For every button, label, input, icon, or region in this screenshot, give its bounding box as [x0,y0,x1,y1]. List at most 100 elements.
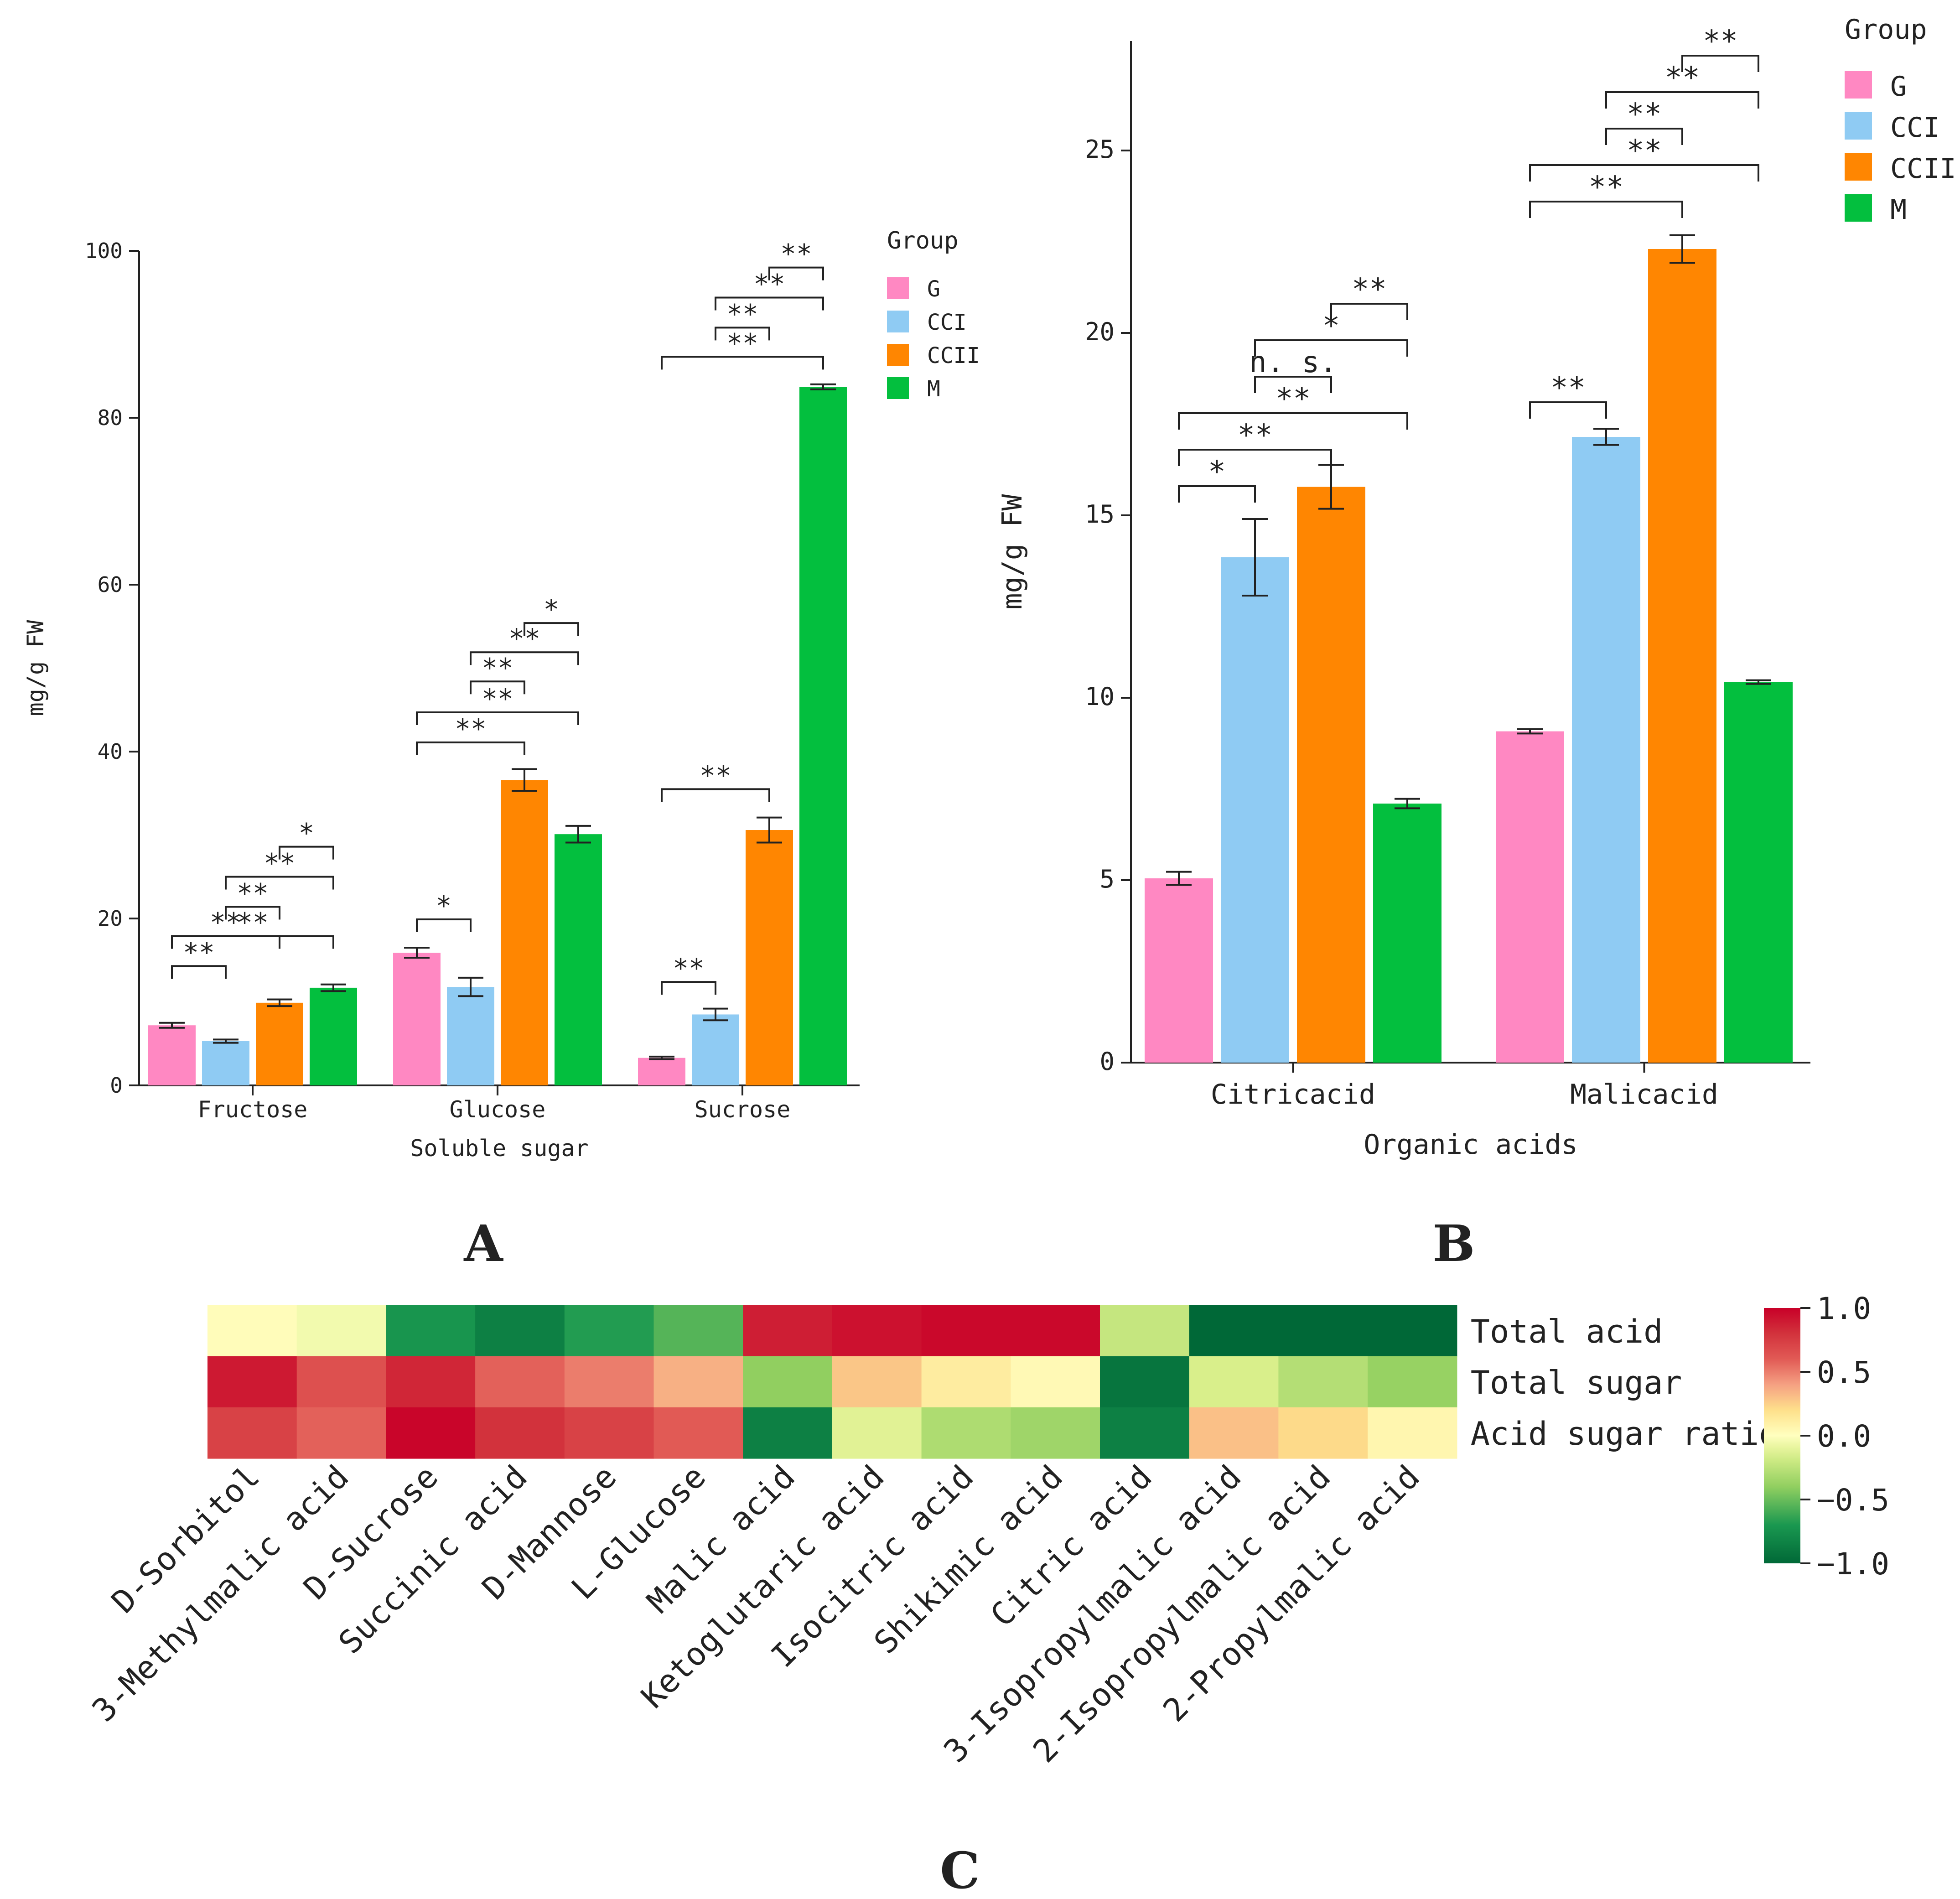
significance-bracket [1529,164,1759,182]
colorbar-tick-label: −0.5 [1817,1483,1889,1518]
heatmap-cell-acid-sugar-ratio-2 [386,1407,476,1459]
legend-swatch-G [1845,71,1872,99]
heatmap-cell-acid-sugar-ratio-7 [832,1407,922,1459]
heatmap-cell-total-acid-12 [1278,1305,1368,1357]
heatmap-cell-acid-sugar-ratio-12 [1278,1407,1368,1459]
y-tick-label: 5 [1099,865,1115,893]
significance-bracket [1178,412,1408,430]
significance-bracket [524,622,579,636]
legend-swatch-G [887,277,909,299]
significance-label: * [544,594,560,625]
significance-label: ** [1627,134,1662,168]
bar-CCI-Malicacid [1572,437,1640,1063]
significance-bracket [1330,303,1408,320]
bar-M-Malicacid [1724,682,1793,1063]
heatmap-cell-total-acid-11 [1189,1305,1279,1357]
significance-label: ** [726,298,758,329]
bar-G-Fructose [148,1025,196,1085]
bar-M-Sucrose [799,387,847,1085]
significance-label: ** [237,877,269,908]
significance-label: ** [780,239,812,270]
heatmap-cell-total-sugar-8 [921,1356,1011,1408]
significance-bracket [171,935,334,949]
legend-label-G: G [927,276,940,302]
heatmap-cell-total-acid-2 [386,1305,476,1357]
heatmap-cell-total-acid-3 [475,1305,565,1357]
bar-M-Citricacid [1373,804,1441,1063]
significance-bracket [1605,128,1683,145]
bar-G-Sucrose [638,1058,685,1085]
heatmap-row-label: Acid sugar ratio [1471,1415,1778,1453]
y-tick-label: 20 [1085,317,1115,346]
heatmap-cell-total-sugar-2 [386,1356,476,1408]
heatmap-column-label: Citric acid [983,1458,1159,1634]
bar-CCI-Sucrose [692,1014,739,1085]
bar-CCII-Sucrose [746,830,793,1085]
significance-bracket [279,846,334,860]
significance-bracket [171,965,227,979]
heatmap-cell-acid-sugar-ratio-5 [653,1407,743,1459]
heatmap-row-label: Total acid [1471,1313,1663,1350]
significance-label: ** [455,713,487,744]
significance-label: ** [700,760,731,791]
significance-bracket [416,741,525,755]
y-tick-label: 100 [85,239,123,263]
legend-title: Group [887,227,959,254]
heatmap-cell-total-acid-4 [564,1305,654,1357]
bar-G-Glucose [393,953,441,1085]
heatmap-cell-total-sugar-13 [1368,1356,1457,1408]
colorbar-tick-label: 0.5 [1817,1355,1871,1390]
legend-label-M: M [927,376,940,402]
chart-a: 0 20 40 60 80 100 mg/g FW Fructose Glucose Sucros… [22,227,980,1162]
y-tick-label: 40 [98,739,123,764]
significance-label: ** [1703,25,1738,58]
significance-bracket [1529,401,1607,419]
significance-label: ** [183,937,215,968]
heatmap-cell-acid-sugar-ratio-10 [1100,1407,1190,1459]
bar-CCI-Citricacid [1221,557,1289,1063]
heatmap-cell-total-acid-5 [653,1305,743,1357]
heatmap-cell-total-acid-9 [1011,1305,1100,1357]
legend-label-CCI: CCI [927,310,967,335]
significance-bracket [1254,376,1332,393]
significance-bracket [1254,339,1408,357]
bar-CCII-Glucose [501,780,548,1085]
significance-bracket [715,327,770,341]
panel-label-c: C [940,1841,980,1899]
legend-swatch-CCII [1845,153,1872,181]
x-tick-label: Citricacid [1211,1079,1375,1110]
y-tick-label: 80 [98,405,123,430]
y-tick-label: 15 [1085,500,1115,529]
y-tick-label: 0 [1099,1047,1115,1076]
panel-label-b: B [1433,1214,1475,1273]
bar-CCII-Fructose [256,1002,303,1085]
legend-title: Group [1845,14,1927,46]
legend-label-G: G [1890,71,1907,103]
heatmap-cell-acid-sugar-ratio-13 [1368,1407,1457,1459]
y-tick-label: 20 [98,906,123,931]
legend-swatch-CCI [887,311,909,332]
panel-label-a: A [463,1214,503,1273]
bar-CCI-Glucose [447,987,494,1085]
legend-label-CCI: CCI [1890,112,1939,144]
significance-bracket [1178,485,1256,503]
x-tick-label: Fructose [198,1096,308,1123]
heatmap-cell-total-acid-10 [1100,1305,1190,1357]
legend-swatch-M [1845,194,1872,222]
bar-M-Fructose [310,987,357,1085]
x-tick-label: Malicacid [1570,1079,1718,1110]
y-axis-label: mg/g FW [22,620,49,716]
legend-swatch-CCII [887,344,909,366]
significance-bracket [416,918,472,932]
heatmap-cell-total-acid-8 [921,1305,1011,1357]
y-tick-label: 0 [110,1073,123,1098]
heatmap-cell-total-sugar-5 [653,1356,743,1408]
legend-label-M: M [1890,194,1907,226]
y-tick-label: 10 [1085,682,1115,711]
significance-label: * [436,890,452,921]
significance-label: ** [237,907,269,938]
colorbar-tick-label: 0.0 [1817,1419,1871,1454]
heatmap-row-label: Total sugar [1471,1364,1682,1401]
heatmap-cell-acid-sugar-ratio-8 [921,1407,1011,1459]
